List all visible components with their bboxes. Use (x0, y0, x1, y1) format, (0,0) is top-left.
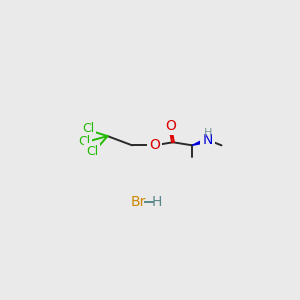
Text: Cl: Cl (82, 122, 94, 135)
Text: O: O (149, 138, 160, 152)
Text: Cl: Cl (78, 135, 91, 148)
Text: O: O (165, 119, 176, 133)
Text: Cl: Cl (86, 145, 98, 158)
Polygon shape (192, 138, 208, 145)
Text: N: N (202, 133, 213, 147)
Text: H: H (204, 128, 213, 138)
Text: H: H (152, 195, 162, 208)
Text: Br: Br (131, 195, 146, 208)
